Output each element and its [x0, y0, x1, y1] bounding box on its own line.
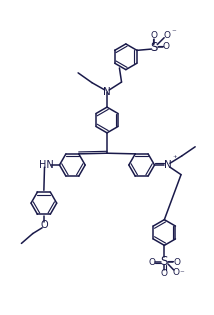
- Text: N: N: [164, 160, 172, 170]
- Text: N: N: [103, 87, 111, 97]
- Text: S: S: [150, 41, 158, 54]
- Text: O: O: [164, 31, 171, 40]
- Text: O: O: [40, 220, 48, 230]
- Text: HN: HN: [39, 160, 54, 170]
- Text: O: O: [173, 268, 180, 277]
- Text: ⁻: ⁻: [180, 270, 184, 279]
- Text: O: O: [151, 32, 158, 41]
- Text: O: O: [161, 269, 168, 278]
- Text: O: O: [163, 42, 170, 51]
- Text: S: S: [161, 255, 168, 268]
- Text: ⁺: ⁺: [172, 154, 177, 163]
- Text: O: O: [174, 258, 181, 267]
- Text: O: O: [148, 258, 155, 267]
- Text: ⁻: ⁻: [171, 28, 176, 37]
